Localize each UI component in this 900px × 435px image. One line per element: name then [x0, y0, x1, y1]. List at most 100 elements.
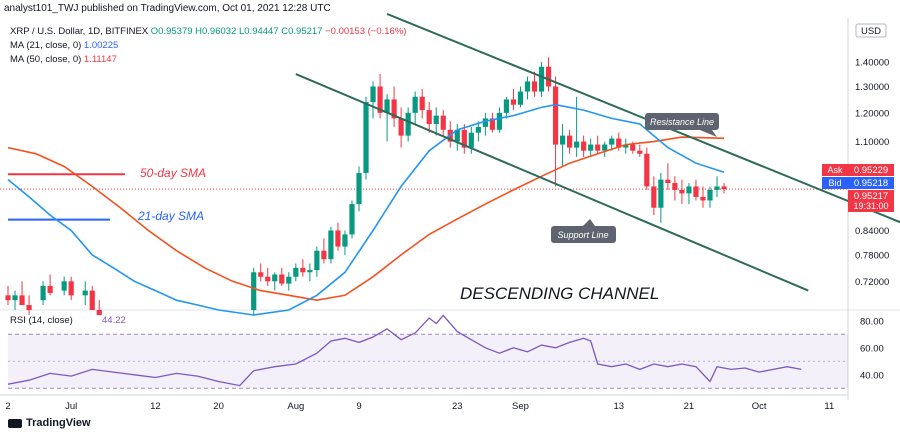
candle — [595, 135, 601, 154]
candle — [265, 267, 271, 286]
price-tick-label: 0.72000 — [855, 277, 889, 288]
candle-body — [391, 99, 397, 119]
ask-value: 0.95229 — [854, 165, 888, 176]
resistance-callout-box — [645, 113, 719, 130]
candle-body — [272, 274, 278, 282]
candle-body — [496, 112, 502, 130]
candle — [693, 179, 699, 201]
candle — [363, 96, 369, 180]
candle-body — [489, 118, 495, 130]
candle — [335, 222, 341, 251]
candle-body — [721, 186, 727, 190]
price-tick-label: 1.40000 — [855, 58, 889, 69]
candle-body — [517, 91, 524, 105]
candle-body — [307, 270, 313, 273]
candle-body — [552, 86, 559, 145]
currency-badge: USD — [855, 23, 887, 38]
candle — [405, 107, 411, 142]
candle-body — [433, 115, 439, 125]
candle-body — [5, 295, 11, 301]
candle-body — [405, 112, 411, 136]
candle — [258, 263, 264, 282]
ma50-legend: MA (50, close, 0) 1.11147 — [10, 54, 117, 65]
price-tick-label: 1.30000 — [855, 82, 889, 93]
candle-body — [510, 99, 517, 105]
candle — [12, 290, 18, 310]
sma50-annotation: 50-day SMA — [140, 166, 206, 180]
candle — [293, 263, 299, 282]
candle — [658, 172, 664, 223]
candle — [489, 112, 495, 133]
candle — [40, 281, 46, 306]
ask-badge: Ask 0.95229 — [822, 164, 894, 176]
candle-body — [686, 186, 692, 194]
candle-body — [412, 96, 418, 113]
resistance-callout: Resistance Line — [645, 113, 719, 137]
candle-body — [559, 135, 566, 145]
candle-body — [419, 96, 425, 111]
candle — [714, 176, 720, 197]
candle — [286, 272, 292, 291]
candle-body — [335, 230, 341, 247]
candle-body — [503, 99, 510, 113]
candle-body — [637, 150, 643, 154]
last-price-badge: 0.95217 19:31:00 — [848, 190, 894, 212]
time-tick-label: 13 — [613, 401, 624, 412]
candle — [531, 71, 538, 97]
candle — [574, 96, 580, 157]
candle — [602, 141, 608, 157]
candle-body — [26, 305, 32, 310]
ask-value-box — [848, 164, 894, 176]
candle-body — [524, 81, 531, 92]
candle-body — [89, 290, 95, 310]
candle-body — [19, 295, 25, 306]
candle-body — [693, 186, 699, 197]
resistance-callout-pointer — [700, 130, 717, 137]
candle-body — [82, 290, 88, 296]
candle — [89, 285, 95, 310]
candle-body — [454, 129, 460, 142]
candle-body — [314, 250, 320, 271]
resistance-label: Resistance Line — [650, 117, 714, 127]
symbol-name: XRP / U.S. Dollar, 1D, BITFINEX — [10, 26, 149, 37]
candle-body — [265, 276, 271, 282]
currency-label: USD — [861, 26, 881, 37]
ohlc-values: O0.95379 H0.96032 L0.94447 C0.95217 — [150, 26, 323, 37]
bid-value-box — [848, 177, 894, 189]
rsi-legend-label: RSI (14, close) — [10, 315, 73, 326]
candle-body — [279, 274, 285, 284]
ma21-label: MA (21, close, 0) — [10, 40, 82, 51]
candle-body — [567, 135, 573, 148]
candle-body — [651, 186, 657, 208]
bar-countdown: 19:31:00 — [853, 201, 888, 211]
candle-body — [356, 172, 362, 205]
candle — [300, 259, 306, 277]
tradingview-brand[interactable]: TradingView — [8, 417, 91, 429]
ma21-value: 1.00225 — [83, 40, 119, 51]
candle — [26, 295, 32, 316]
candle — [623, 138, 629, 154]
candle — [328, 226, 334, 264]
time-tick-label: 9 — [356, 401, 361, 412]
candle-body — [482, 118, 488, 127]
candle — [412, 91, 418, 125]
candle — [475, 121, 481, 142]
support-callout-box — [551, 226, 616, 243]
candle-body — [293, 267, 299, 277]
candle — [419, 89, 425, 119]
candle — [552, 76, 559, 187]
candle — [538, 62, 545, 97]
rsi-tick-label: 80.00 — [860, 316, 884, 327]
candle — [524, 76, 531, 100]
candle-body — [574, 141, 580, 148]
candle-body — [440, 115, 446, 130]
ma50-value: 1.11147 — [83, 54, 117, 65]
candle — [82, 281, 88, 306]
ma50-label: MA (50, close, 0) — [10, 54, 82, 65]
rsi-tick-label: 60.00 — [860, 343, 884, 354]
candle-body — [581, 141, 587, 151]
candle — [588, 138, 594, 157]
bid-badge: Bid 0.95218 — [822, 177, 894, 189]
candle — [251, 267, 257, 316]
